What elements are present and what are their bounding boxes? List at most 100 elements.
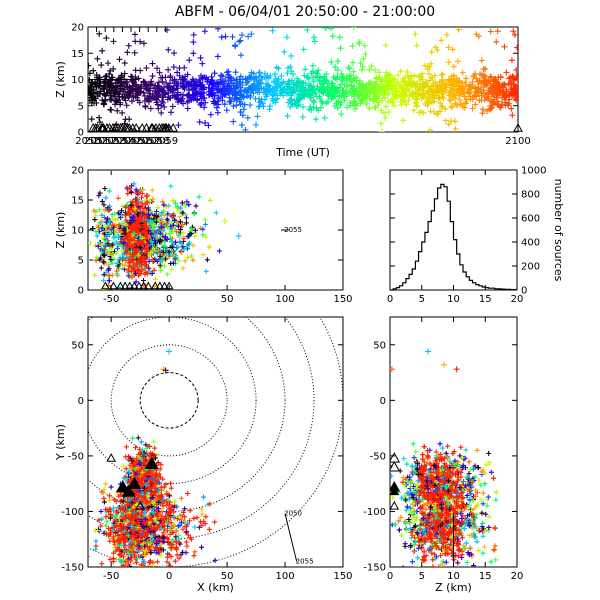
source-point <box>153 219 159 225</box>
source-point <box>188 96 195 103</box>
source-point <box>373 75 380 82</box>
source-point <box>179 84 186 91</box>
source-point <box>458 101 465 108</box>
source-point <box>96 30 103 37</box>
source-point <box>170 64 177 71</box>
source-point <box>356 77 363 84</box>
source-point <box>193 87 200 94</box>
source-point <box>445 121 452 128</box>
source-point <box>118 229 124 235</box>
source-point <box>236 38 243 45</box>
source-point <box>164 216 170 222</box>
source-point <box>483 79 490 86</box>
y-tick-label: 200 <box>521 262 540 273</box>
source-point <box>488 74 495 81</box>
source-point <box>392 83 399 90</box>
station-marker <box>116 281 125 290</box>
source-point <box>225 82 232 89</box>
source-point <box>375 102 382 109</box>
source-point <box>96 119 103 126</box>
source-point <box>123 243 129 249</box>
source-point <box>99 226 105 232</box>
source-point <box>314 83 321 90</box>
source-point <box>121 70 128 77</box>
source-point <box>170 198 176 204</box>
source-point <box>119 208 125 214</box>
source-point <box>187 231 193 237</box>
source-point <box>167 74 174 81</box>
source-point <box>103 523 109 529</box>
source-point <box>122 250 128 256</box>
source-point <box>475 33 482 40</box>
source-point <box>355 38 362 45</box>
source-point <box>124 519 130 525</box>
source-point <box>232 69 239 76</box>
source-point <box>131 49 138 56</box>
source-point <box>184 199 190 205</box>
source-point <box>324 78 331 85</box>
source-point <box>359 99 366 106</box>
source-point <box>455 27 462 33</box>
source-point <box>342 91 349 98</box>
source-point <box>154 65 161 72</box>
source-point <box>175 223 181 229</box>
source-point <box>107 224 113 230</box>
source-point <box>284 112 291 119</box>
source-point <box>124 233 130 239</box>
source-point <box>402 99 409 106</box>
source-point <box>150 242 156 248</box>
source-point <box>310 99 317 106</box>
source-point <box>313 116 320 123</box>
range-ring <box>110 344 228 457</box>
source-point <box>463 75 470 82</box>
source-point <box>113 508 119 514</box>
source-point <box>370 97 377 104</box>
source-point <box>135 217 141 223</box>
y-tick-label: 5 <box>78 256 84 267</box>
source-point <box>462 79 469 86</box>
source-point <box>261 96 268 103</box>
source-point <box>106 220 112 226</box>
x-tick-label: 2050 <box>75 136 100 147</box>
source-point <box>505 100 512 107</box>
source-point <box>238 32 245 39</box>
source-point <box>219 79 226 86</box>
source-point <box>432 86 439 93</box>
source-point <box>155 292 160 297</box>
source-point <box>160 218 166 224</box>
source-point <box>410 107 417 114</box>
source-point <box>373 81 380 88</box>
source-point <box>125 42 132 49</box>
source-point <box>431 98 438 105</box>
source-point <box>264 91 271 98</box>
source-point <box>106 272 112 278</box>
source-point <box>183 530 189 536</box>
source-point <box>165 224 171 230</box>
source-point <box>256 103 263 110</box>
source-point <box>213 210 219 216</box>
y-tick-label: -100 <box>61 507 84 518</box>
histogram-steps <box>390 183 517 291</box>
source-point <box>165 211 171 217</box>
x-tick-label: 2058 <box>144 136 169 147</box>
x-tick-label: 150 <box>333 571 352 582</box>
source-point <box>212 557 218 563</box>
y-tick-label: 0 <box>78 396 84 407</box>
source-point <box>134 455 140 461</box>
source-point <box>404 68 411 75</box>
source-point <box>110 65 117 72</box>
source-point <box>369 96 376 103</box>
source-point <box>116 56 123 63</box>
source-point <box>470 73 477 80</box>
source-point <box>473 89 480 96</box>
source-point <box>437 100 444 107</box>
source-point <box>452 125 459 132</box>
source-point <box>115 216 121 222</box>
source-point <box>248 31 255 38</box>
y-axis-label: Z (km) <box>54 61 67 98</box>
y-tick-label: 400 <box>521 238 540 249</box>
source-point <box>359 63 366 70</box>
source-point <box>157 74 164 81</box>
source-point <box>337 45 344 52</box>
source-point <box>131 238 137 244</box>
